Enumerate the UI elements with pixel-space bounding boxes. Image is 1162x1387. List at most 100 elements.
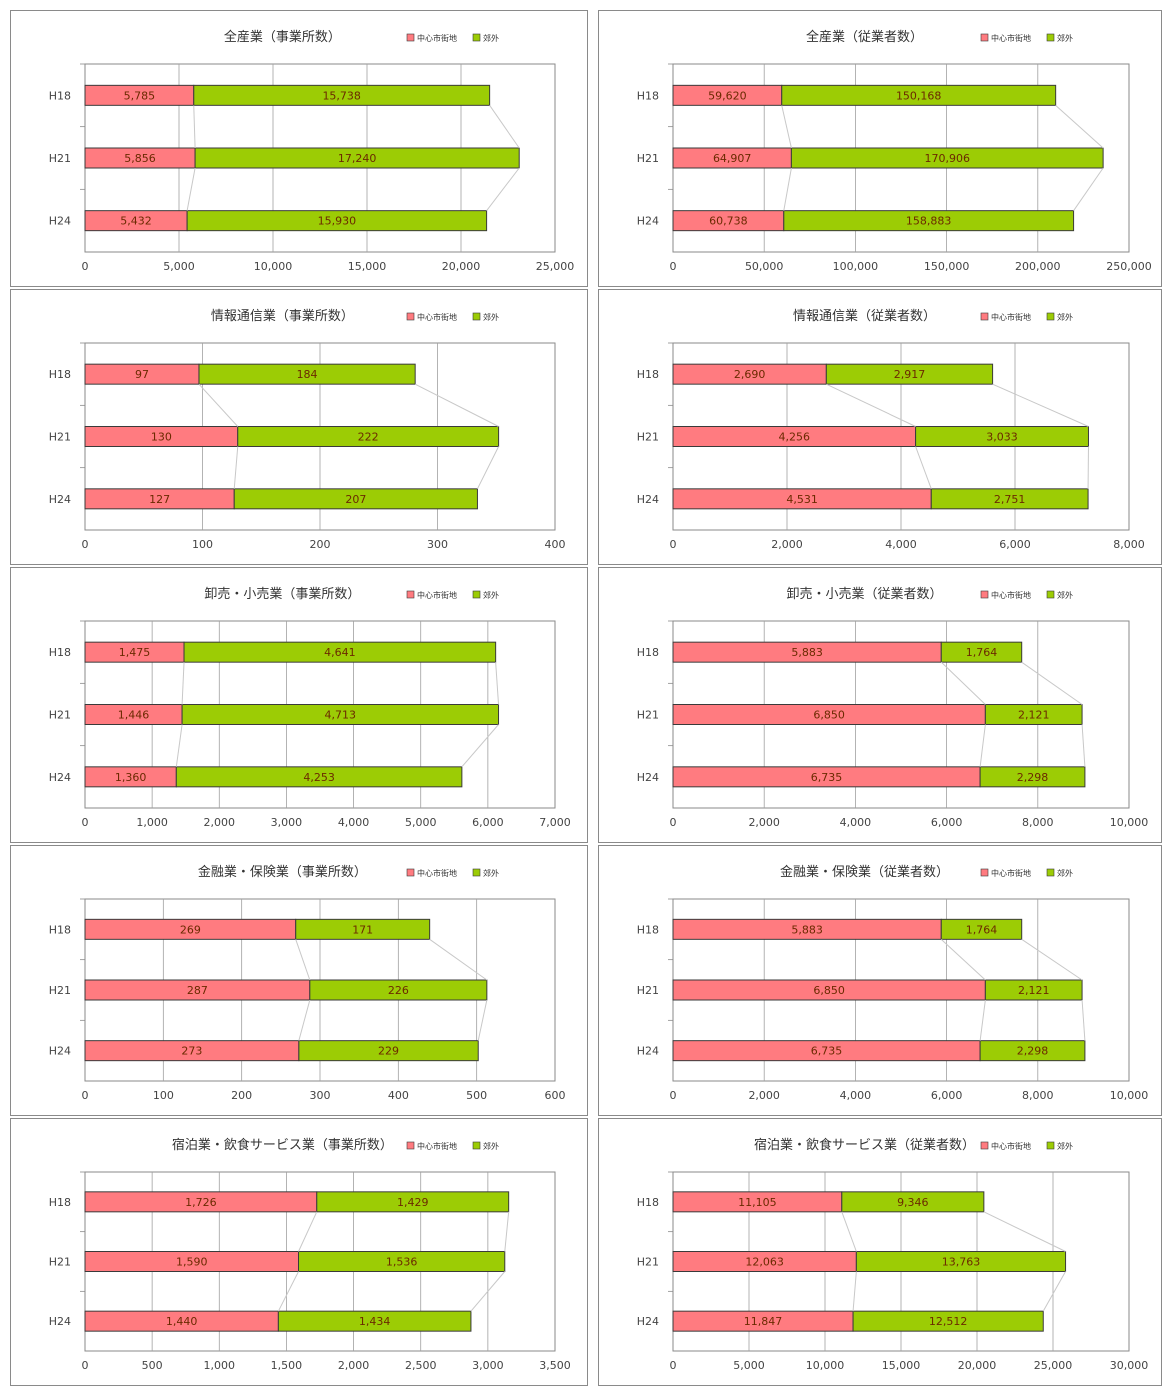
value-label-inner: 6,850	[813, 984, 845, 997]
legend-swatch-inner	[406, 33, 415, 42]
x-tick-label: 0	[82, 538, 89, 551]
series-connector-line	[175, 724, 183, 767]
x-tick-label: 20,000	[442, 260, 481, 273]
value-label-outer: 2,751	[994, 493, 1026, 506]
value-label-inner: 5,856	[124, 152, 156, 165]
bar-outer-segment	[979, 1040, 1086, 1062]
value-label-outer: 207	[345, 493, 366, 506]
value-label-inner: 60,738	[709, 215, 748, 228]
bar-outer-segment	[841, 1191, 985, 1213]
legend-swatch-inner	[406, 868, 415, 877]
x-tick-label: 4,000	[338, 816, 370, 829]
legend-swatch-inner	[980, 590, 989, 599]
series-connector-line	[1081, 999, 1086, 1041]
stacked-bar-chart: 卸売・小売業（従業者数） 中心市街地 郊外 0 2,000 4,000 6,000 8,000…	[637, 586, 1149, 829]
x-tick-label: 400	[388, 1089, 409, 1102]
x-tick-label: 5,000	[163, 260, 195, 273]
x-tick-label: 4,000	[840, 1089, 872, 1102]
legend-label-outer: 郊外	[483, 1141, 499, 1151]
value-label-inner: 59,620	[708, 89, 747, 102]
category-label: H21	[637, 152, 659, 165]
value-label-outer: 2,121	[1018, 984, 1049, 997]
category-label: H24	[637, 215, 659, 228]
legend-label-inner: 中心市街地	[991, 312, 1031, 322]
bar-outer-segment	[979, 766, 1086, 788]
series-connector-line	[940, 938, 986, 981]
value-label-outer: 158,883	[906, 215, 952, 228]
value-label-outer: 13,763	[942, 1256, 981, 1269]
x-tick-label: 400	[545, 538, 566, 551]
chart-panel: 全産業（事業所数） 中心市街地 郊外 0 5,000 10,000 15,000 20,000…	[10, 10, 588, 287]
category-label: H24	[637, 1045, 659, 1058]
chart-title: 金融業・保険業（事業所数）	[198, 864, 367, 880]
category-label: H24	[637, 493, 659, 506]
bar-outer-segment	[940, 641, 1023, 663]
bar-outer-segment	[183, 641, 497, 663]
x-tick-label: 200,000	[1015, 260, 1061, 273]
bar-outer-segment	[309, 979, 488, 1001]
chart-title: 卸売・小売業（従業者数）	[787, 586, 943, 602]
x-tick-label: 10,000	[806, 1359, 845, 1372]
legend-label-inner: 中心市街地	[991, 868, 1031, 878]
bar-outer-segment	[781, 84, 1057, 106]
chart-title: 全産業（従業者数）	[806, 29, 923, 45]
value-label-outer: 15,930	[318, 215, 357, 228]
value-label-inner: 1,590	[176, 1256, 208, 1269]
value-label-outer: 12,512	[929, 1315, 968, 1328]
value-label-outer: 15,738	[322, 89, 361, 102]
series-connector-line	[477, 999, 488, 1041]
x-tick-label: 25,000	[1034, 1359, 1073, 1372]
chart-title: 全産業（事業所数）	[224, 29, 341, 45]
value-label-outer: 2,298	[1017, 1045, 1049, 1058]
value-label-outer: 229	[378, 1045, 399, 1058]
x-tick-label: 200	[310, 538, 331, 551]
series-connector-line	[298, 999, 311, 1041]
legend-swatch-inner	[980, 33, 989, 42]
bar-outer-segment	[825, 363, 994, 385]
category-label: H18	[49, 1196, 71, 1209]
legend-label-outer: 郊外	[1057, 590, 1073, 600]
category-label: H18	[49, 646, 71, 659]
bar-outer-segment	[930, 488, 1089, 510]
chart-panel: 卸売・小売業（事業所数） 中心市街地 郊外 0 1,000 2,000 3,000 4,000…	[10, 567, 588, 843]
value-label-inner: 5,883	[791, 646, 823, 659]
chart-title: 金融業・保険業（従業者数）	[780, 864, 949, 880]
category-label: H24	[49, 215, 71, 228]
category-label: H24	[49, 1315, 71, 1328]
value-label-outer: 4,641	[324, 646, 356, 659]
legend-swatch-outer	[472, 312, 481, 321]
category-label: H21	[49, 984, 71, 997]
category-label: H21	[49, 152, 71, 165]
x-tick-label: 6,000	[999, 538, 1031, 551]
series-connector-line	[781, 105, 792, 149]
series-connector-line	[298, 1211, 318, 1252]
legend-label-inner: 中心市街地	[417, 868, 457, 878]
category-label: H18	[637, 1196, 659, 1209]
bar-outer-segment	[237, 426, 500, 447]
category-label: H24	[49, 1045, 71, 1058]
category-label: H24	[49, 493, 71, 506]
legend-swatch-inner	[406, 590, 415, 599]
chart-panel: 全産業（従業者数） 中心市街地 郊外 0 50,000 100,000 150,000 200…	[598, 10, 1162, 287]
series-connector-line	[461, 724, 499, 768]
series-connector-line	[940, 661, 986, 705]
value-label-outer: 1,434	[359, 1315, 391, 1328]
series-connector-line	[186, 167, 196, 211]
series-connector-line	[1055, 104, 1104, 149]
value-label-inner: 5,785	[124, 89, 156, 102]
x-tick-label: 8,000	[1113, 538, 1145, 551]
x-tick-label: 200	[231, 1089, 252, 1102]
value-label-inner: 6,735	[811, 771, 843, 784]
chart-panel: 情報通信業（従業者数） 中心市街地 郊外 0 2,000 4,000 6,000 8,000 H…	[598, 289, 1162, 565]
value-label-outer: 170,906	[925, 152, 971, 165]
series-connector-line	[429, 938, 488, 981]
legend-swatch-outer	[1046, 590, 1055, 599]
category-label: H18	[637, 923, 659, 936]
legend-swatch-outer	[472, 33, 481, 42]
stacked-bar-chart: 卸売・小売業（事業所数） 中心市街地 郊外 0 1,000 2,000 3,000 4,000…	[49, 586, 571, 829]
x-tick-label: 1,500	[271, 1359, 303, 1372]
legend-swatch-inner	[980, 1141, 989, 1150]
chart-title: 卸売・小売業（事業所数）	[204, 586, 360, 602]
stacked-bar-chart: 宿泊業・飲食サービス業（事業所数） 中心市街地 郊外 0 500 1,000 1,500 2,…	[49, 1137, 571, 1372]
